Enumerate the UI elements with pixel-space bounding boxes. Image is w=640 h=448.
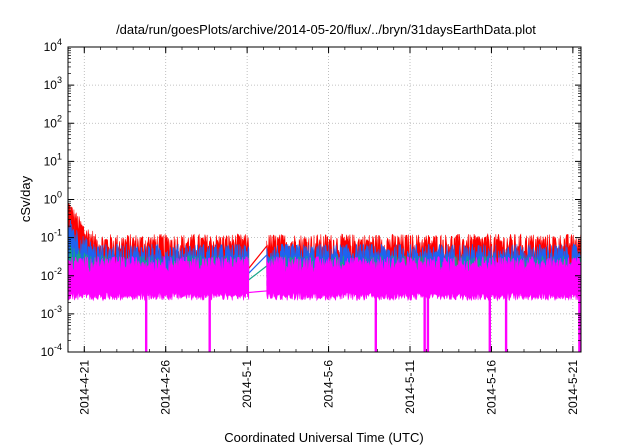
series-magenta-band (68, 255, 581, 302)
magenta-dropout (144, 293, 148, 352)
x-tick-label: 2014-5-6 (322, 360, 336, 408)
y-tick-label: 100 (44, 190, 62, 207)
y-tick-label: 10-3 (41, 304, 62, 321)
y-axis-title: cSv/day (18, 175, 33, 222)
x-tick-label: 2014-5-16 (484, 360, 498, 415)
x-axis: 2014-4-21 2014-4-26 2014-5-1 2014-5-6 2014-5… (67, 47, 580, 415)
y-tick-label: 103 (44, 75, 62, 92)
x-axis-title: Coordinated Universal Time (UTC) (224, 430, 423, 445)
magenta-dropout (423, 293, 426, 352)
y-tick-label: 10-1 (41, 228, 62, 245)
x-tick-label: 2014-5-21 (566, 360, 580, 415)
x-tick-label: 2014-4-26 (159, 360, 173, 415)
series-magenta-gap-line (248, 290, 267, 294)
x-tick-label: 2014-5-11 (403, 360, 417, 414)
y-axis: 10-4 10-3 10-2 10-1 100 101 102 103 104 (41, 37, 581, 359)
magenta-dropout (488, 293, 491, 352)
series-red-gap-line (248, 245, 268, 269)
chart-title: /data/run/goesPlots/archive/2014-05-20/f… (116, 22, 536, 37)
series-teal-gap-line (248, 265, 268, 281)
series-blue-gap-line (248, 254, 268, 274)
y-tick-label: 10-2 (41, 266, 62, 283)
magenta-dropout (374, 293, 377, 352)
data-layer (68, 203, 581, 352)
magenta-dropout (208, 293, 211, 352)
y-tick-label: 102 (44, 113, 62, 130)
series-magenta-segment (68, 255, 250, 302)
x-tick-label: 2014-4-21 (77, 360, 91, 415)
y-tick-label: 104 (44, 37, 62, 54)
y-tick-label: 101 (44, 151, 62, 168)
magenta-dropout (426, 293, 430, 352)
y-tick-label: 10-4 (41, 342, 62, 359)
magenta-dropout (504, 293, 508, 352)
x-tick-label: 2014-5-1 (240, 360, 254, 408)
